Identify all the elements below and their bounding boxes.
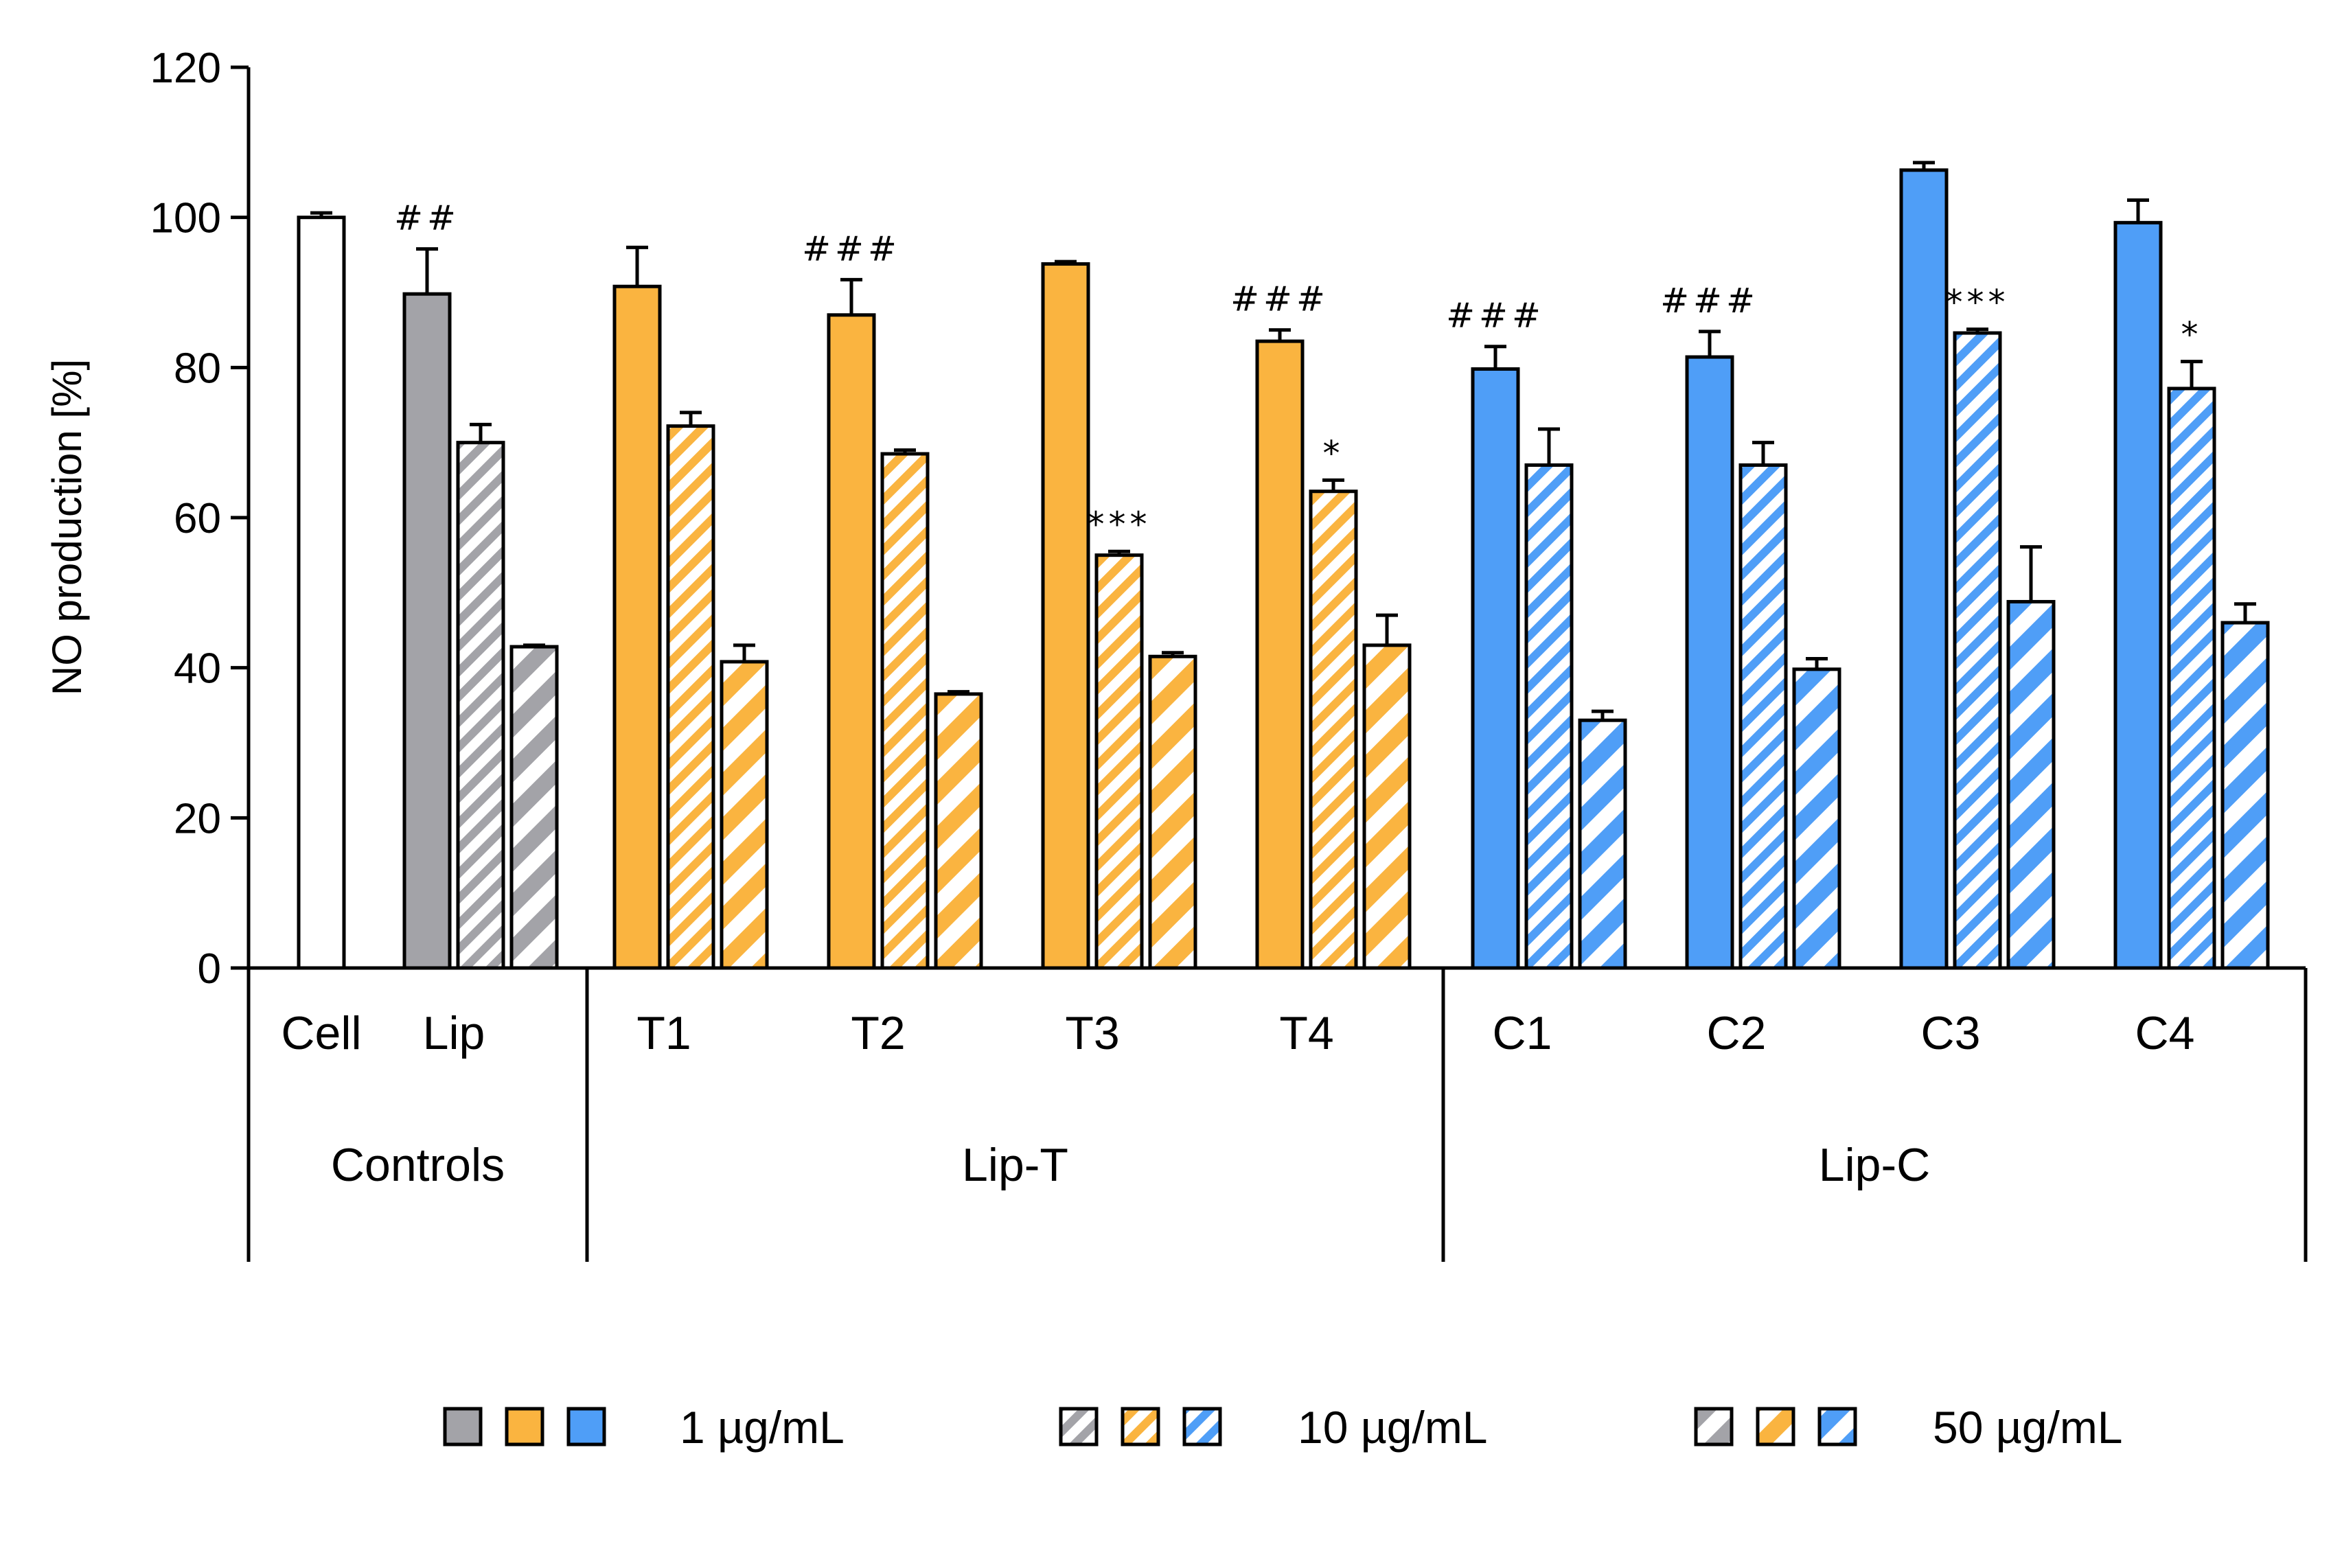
- legend: 1 µg/mL 10 µg/mL 50 µg/mL: [443, 1402, 2123, 1453]
- y-axis: 0 20 40 60 80 100 120: [150, 45, 251, 993]
- y-tick-label: 100: [150, 195, 221, 242]
- bar-hatch: [1794, 669, 1839, 968]
- legend-label: 50 µg/mL: [1933, 1402, 2123, 1453]
- category-label: Lip: [423, 1007, 485, 1059]
- legend-swatch: [445, 1409, 481, 1444]
- x-axis: Controls Cell Lip Lip-T T1 T2 T3 T4 Lip-C C1 C2 C3 C…: [246, 966, 2308, 1262]
- legend-swatch-hatch: [1819, 1409, 1855, 1444]
- bar-hatch: [1364, 645, 1410, 968]
- bar-fill: [299, 217, 344, 969]
- significance-label: *: [2181, 315, 2203, 355]
- bar-fill: [615, 286, 660, 969]
- bar-hatch: [1311, 491, 1356, 968]
- bar-hatch: [1526, 465, 1572, 968]
- bars-layer: #####***###*### ### ****: [297, 161, 2270, 970]
- significance-label: ***: [1088, 505, 1151, 544]
- category-label: C2: [1707, 1007, 1767, 1059]
- bar-hatch: [1150, 656, 1195, 968]
- significance-label: ###: [1660, 281, 1759, 321]
- legend-swatch-border: [1182, 1407, 1222, 1446]
- category-label: Cell: [281, 1007, 361, 1059]
- significance-label: ##: [394, 198, 460, 238]
- y-tick-label: 40: [174, 645, 221, 693]
- bar-hatch: [1097, 555, 1142, 968]
- y-tick-label: 20: [174, 795, 221, 842]
- legend-swatch-border: [1694, 1407, 1734, 1446]
- legend-swatch-hatch: [1061, 1409, 1097, 1444]
- legend-swatch-border: [1121, 1407, 1160, 1446]
- legend-swatch-border: [505, 1407, 544, 1446]
- bar-hatch: [458, 442, 503, 968]
- category-label: T4: [1279, 1007, 1333, 1059]
- y-tick-label: 120: [150, 45, 221, 92]
- bar-hatch: [722, 661, 767, 968]
- bar-hatch: [2169, 388, 2214, 968]
- bar-hatch: [1580, 720, 1625, 968]
- group-label: Lip-T: [962, 1139, 1068, 1191]
- y-tick-label: 80: [174, 345, 221, 392]
- bar-hatch: [936, 693, 981, 968]
- legend-swatch-border: [1059, 1407, 1099, 1446]
- group-label: Lip-C: [1819, 1139, 1931, 1191]
- legend-swatch-border: [443, 1407, 483, 1446]
- category-label: C1: [1493, 1007, 1552, 1059]
- y-axis-title: NO production [%]: [44, 359, 90, 695]
- significance-label: ###: [1230, 279, 1329, 319]
- legend-label: 10 µg/mL: [1298, 1402, 1488, 1453]
- category-label: C4: [2135, 1007, 2195, 1059]
- bar-hatch: [2008, 601, 2054, 968]
- significance-label: ###: [802, 229, 901, 268]
- legend-swatch-border: [1756, 1407, 1795, 1446]
- bar-fill: [404, 294, 450, 969]
- bar-fill: [1687, 357, 1732, 968]
- legend-swatch-hatch: [1758, 1409, 1793, 1444]
- significance-label: ###: [1446, 296, 1545, 336]
- group-label: Controls: [331, 1139, 505, 1191]
- category-label: T1: [636, 1007, 691, 1059]
- category-label: T2: [851, 1007, 905, 1059]
- bar-fill: [1473, 369, 1518, 968]
- significance-label: ***: [1946, 283, 2010, 323]
- significance-label: *: [1323, 433, 1344, 473]
- bar-fill: [1901, 170, 1947, 969]
- legend-swatch: [569, 1409, 604, 1444]
- legend-label: 1 µg/mL: [680, 1402, 845, 1453]
- category-label: C3: [1921, 1007, 1981, 1059]
- bar-fill: [2115, 222, 2161, 968]
- bar-hatch: [512, 647, 557, 968]
- legend-swatch: [507, 1409, 542, 1444]
- bar-fill: [1043, 264, 1088, 968]
- legend-swatch-border: [566, 1407, 606, 1446]
- category-label: T3: [1065, 1007, 1119, 1059]
- bar-fill: [1257, 341, 1302, 969]
- bar-hatch: [882, 454, 928, 968]
- legend-swatch-hatch: [1184, 1409, 1220, 1444]
- y-tick-label: 0: [198, 945, 221, 993]
- bar-fill: [829, 314, 874, 968]
- y-tick-label: 60: [174, 495, 221, 542]
- bar-hatch: [1741, 465, 1786, 968]
- legend-swatch-hatch: [1696, 1409, 1732, 1444]
- legend-swatch-border: [1817, 1407, 1857, 1446]
- bar-hatch: [1955, 333, 2000, 968]
- bar-hatch: [668, 426, 713, 968]
- bar-hatch: [2223, 623, 2268, 968]
- legend-swatch-hatch: [1123, 1409, 1158, 1444]
